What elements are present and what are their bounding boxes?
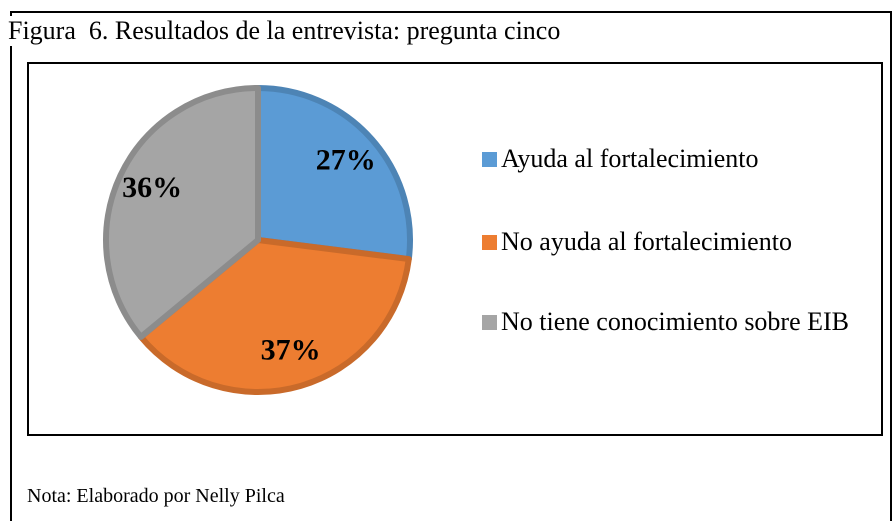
pie-slice (103, 85, 261, 340)
note: Nota: Elaborado por Nelly Pilca (27, 485, 285, 507)
legend-swatch (482, 152, 497, 167)
legend-label: No tiene conocimiento sobre EIB (501, 307, 850, 336)
pie-slice (137, 237, 412, 395)
legend-label: No ayuda al fortalecimiento (501, 227, 792, 256)
figure-frame (10, 11, 892, 521)
pie-slice (255, 85, 413, 263)
legend-entry: No ayuda al fortalecimiento (482, 227, 872, 257)
data-label: 37% (261, 333, 321, 366)
legend-entry: No tiene conocimiento sobre EIB (482, 307, 872, 337)
legend-swatch (482, 315, 497, 330)
legend-swatch (482, 235, 497, 250)
data-label: 27% (316, 143, 376, 176)
legend-label: Ayuda al fortalecimiento (501, 144, 759, 173)
chart-title: Figura 6. Resultados de la entrevista: p… (8, 16, 561, 46)
legend-entry: Ayuda al fortalecimiento (482, 144, 872, 174)
chart-box (27, 62, 883, 436)
data-label: 36% (122, 171, 182, 204)
